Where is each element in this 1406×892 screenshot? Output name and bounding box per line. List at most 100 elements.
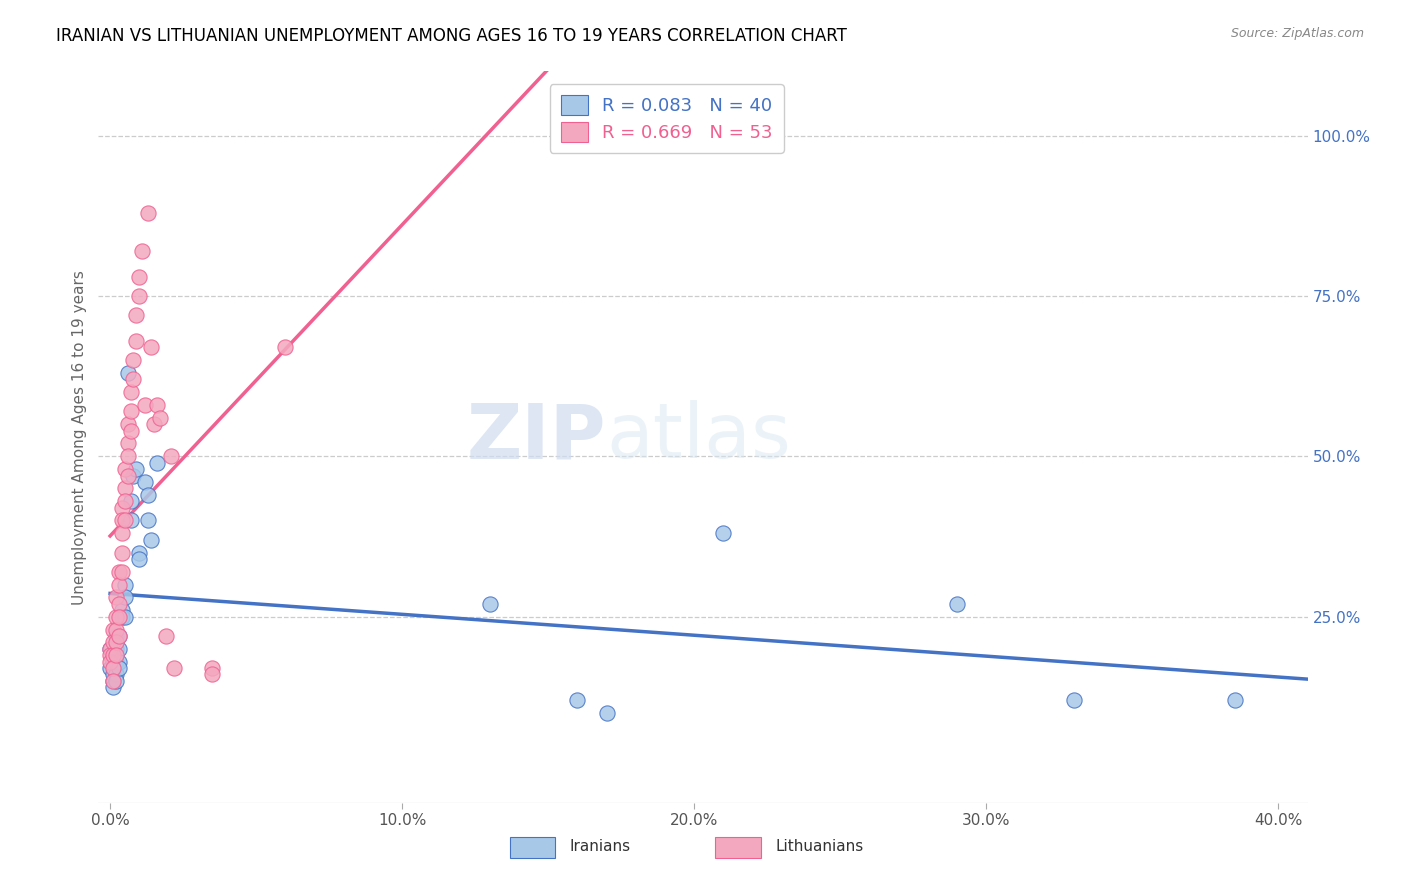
- Point: [139, 533, 162, 547]
- Point: [125, 462, 148, 476]
- Point: [120, 385, 142, 400]
- Point: [134, 398, 156, 412]
- Point: [101, 655, 124, 669]
- Point: [111, 609, 134, 624]
- Point: [108, 565, 131, 579]
- Point: [201, 667, 224, 681]
- Point: [128, 289, 150, 303]
- Point: [122, 353, 145, 368]
- Point: [134, 475, 156, 489]
- Point: [111, 565, 134, 579]
- Point: [120, 514, 142, 528]
- Point: [98, 641, 121, 656]
- Point: [101, 661, 124, 675]
- Point: [104, 655, 127, 669]
- Point: [125, 308, 148, 322]
- Point: [139, 340, 162, 354]
- Point: [98, 641, 121, 656]
- Point: [111, 500, 134, 515]
- Point: [111, 526, 134, 541]
- Point: [146, 456, 169, 470]
- Point: [122, 468, 145, 483]
- Text: ZIP: ZIP: [467, 401, 606, 474]
- Point: [108, 655, 131, 669]
- Point: [146, 398, 169, 412]
- Point: [104, 629, 127, 643]
- Point: [120, 404, 142, 418]
- Point: [136, 514, 159, 528]
- Point: [114, 609, 136, 624]
- Point: [201, 661, 224, 675]
- Point: [108, 577, 131, 591]
- Point: [108, 629, 131, 643]
- Point: [111, 514, 134, 528]
- Point: [117, 468, 139, 483]
- Text: Lithuanians: Lithuanians: [776, 839, 863, 855]
- Point: [108, 609, 131, 624]
- Point: [117, 436, 139, 450]
- Point: [595, 706, 617, 720]
- Legend: R = 0.083   N = 40, R = 0.669   N = 53: R = 0.083 N = 40, R = 0.669 N = 53: [550, 84, 783, 153]
- Point: [104, 635, 127, 649]
- Point: [136, 488, 159, 502]
- Point: [98, 661, 121, 675]
- Point: [101, 673, 124, 688]
- Point: [101, 667, 124, 681]
- Point: [122, 372, 145, 386]
- Point: [114, 494, 136, 508]
- Point: [101, 648, 124, 663]
- Point: [101, 635, 124, 649]
- Point: [128, 552, 150, 566]
- Point: [128, 545, 150, 559]
- Point: [104, 673, 127, 688]
- Point: [713, 526, 735, 541]
- Point: [101, 681, 124, 695]
- Text: Source: ZipAtlas.com: Source: ZipAtlas.com: [1230, 27, 1364, 40]
- Point: [98, 655, 121, 669]
- Point: [160, 450, 183, 464]
- Point: [946, 597, 969, 611]
- Text: atlas: atlas: [606, 401, 792, 474]
- Point: [155, 629, 177, 643]
- Point: [104, 641, 127, 656]
- Point: [104, 648, 127, 663]
- Point: [111, 603, 134, 617]
- Point: [108, 661, 131, 675]
- Point: [104, 667, 127, 681]
- Point: [104, 623, 127, 637]
- Y-axis label: Unemployment Among Ages 16 to 19 years: Unemployment Among Ages 16 to 19 years: [72, 269, 87, 605]
- Point: [117, 450, 139, 464]
- Point: [117, 417, 139, 432]
- Point: [478, 597, 501, 611]
- Point: [114, 482, 136, 496]
- Point: [114, 514, 136, 528]
- Point: [120, 424, 142, 438]
- Point: [108, 641, 131, 656]
- Point: [104, 609, 127, 624]
- Point: [98, 648, 121, 663]
- Point: [101, 673, 124, 688]
- Point: [163, 661, 186, 675]
- Point: [1063, 693, 1085, 707]
- Text: IRANIAN VS LITHUANIAN UNEMPLOYMENT AMONG AGES 16 TO 19 YEARS CORRELATION CHART: IRANIAN VS LITHUANIAN UNEMPLOYMENT AMONG…: [56, 27, 846, 45]
- Point: [114, 462, 136, 476]
- Point: [274, 340, 297, 354]
- FancyBboxPatch shape: [716, 838, 761, 858]
- Point: [108, 629, 131, 643]
- Point: [120, 494, 142, 508]
- Point: [125, 334, 148, 348]
- Text: Iranians: Iranians: [569, 839, 631, 855]
- Point: [114, 577, 136, 591]
- Point: [149, 410, 172, 425]
- Point: [104, 591, 127, 605]
- Point: [567, 693, 589, 707]
- Point: [117, 366, 139, 380]
- Point: [142, 417, 165, 432]
- Point: [136, 205, 159, 219]
- Point: [131, 244, 153, 258]
- Point: [101, 648, 124, 663]
- Point: [114, 591, 136, 605]
- Point: [1223, 693, 1246, 707]
- Point: [128, 269, 150, 284]
- FancyBboxPatch shape: [509, 838, 555, 858]
